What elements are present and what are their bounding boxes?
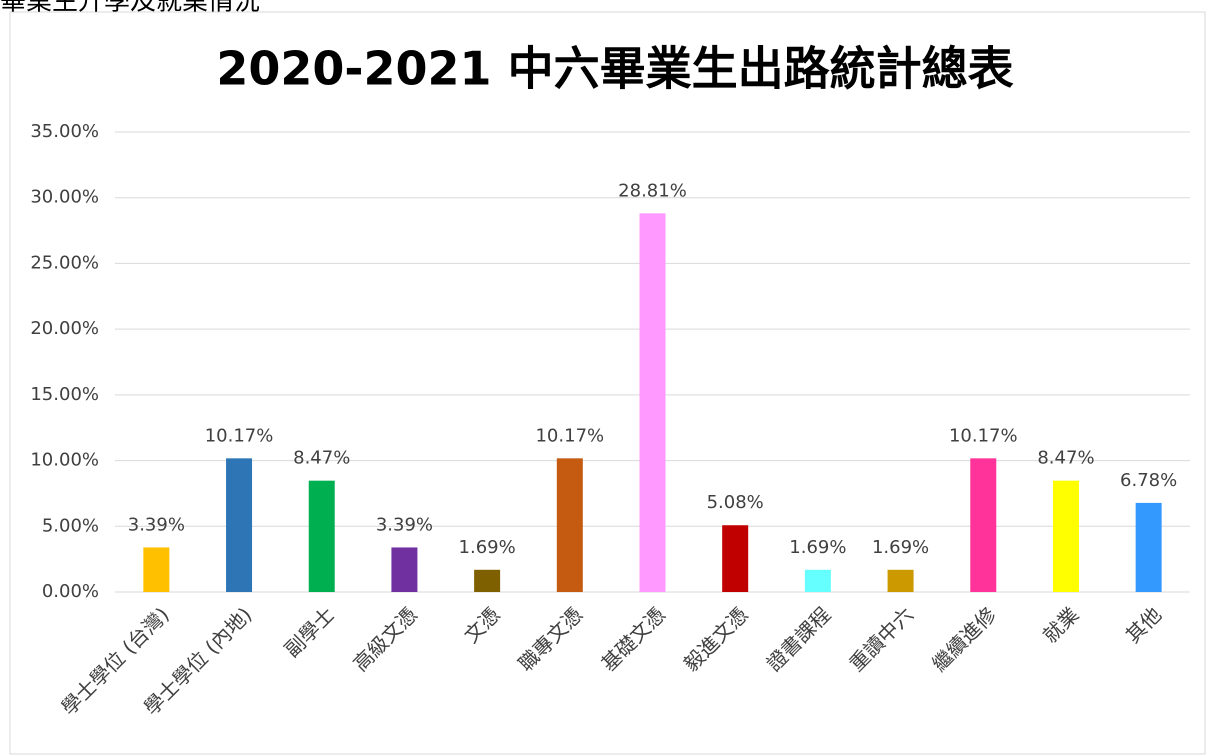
data-label: 1.69% [459,537,516,558]
y-tick-label: 25.00% [30,252,99,273]
bar [474,569,501,592]
data-label: 28.81% [618,180,687,201]
data-label: 8.47% [293,448,350,469]
data-label: 10.17% [949,425,1018,446]
bar [556,458,583,592]
bar [722,525,749,592]
data-label: 3.39% [128,514,185,535]
page-header: 畢業生升學及就業情況 [0,0,260,17]
bar [226,458,253,592]
bar [1052,480,1079,592]
data-label: 10.17% [205,425,274,446]
data-label: 8.47% [1037,448,1094,469]
bar [887,569,914,592]
data-label: 6.78% [1120,470,1177,491]
data-label: 1.69% [789,537,846,558]
bar [391,547,418,592]
data-label: 10.17% [535,425,604,446]
bar [970,458,997,592]
bar [143,547,170,592]
data-label: 3.39% [376,514,433,535]
y-tick-label: 0.00% [42,581,99,602]
y-tick-label: 30.00% [30,187,99,208]
data-label: 5.08% [707,492,764,513]
chart-title: 2020-2021 中六畢業生出路統計總表 [216,42,1013,96]
data-label: 1.69% [872,537,929,558]
y-tick-label: 35.00% [30,121,99,142]
bar [804,569,831,592]
y-tick-label: 20.00% [30,318,99,339]
chart-frame [9,11,1206,755]
bar [639,213,666,592]
y-tick-label: 10.00% [30,450,99,471]
bar [1135,502,1162,592]
bar [308,480,335,592]
y-tick-label: 5.00% [42,515,99,536]
y-tick-label: 15.00% [30,384,99,405]
